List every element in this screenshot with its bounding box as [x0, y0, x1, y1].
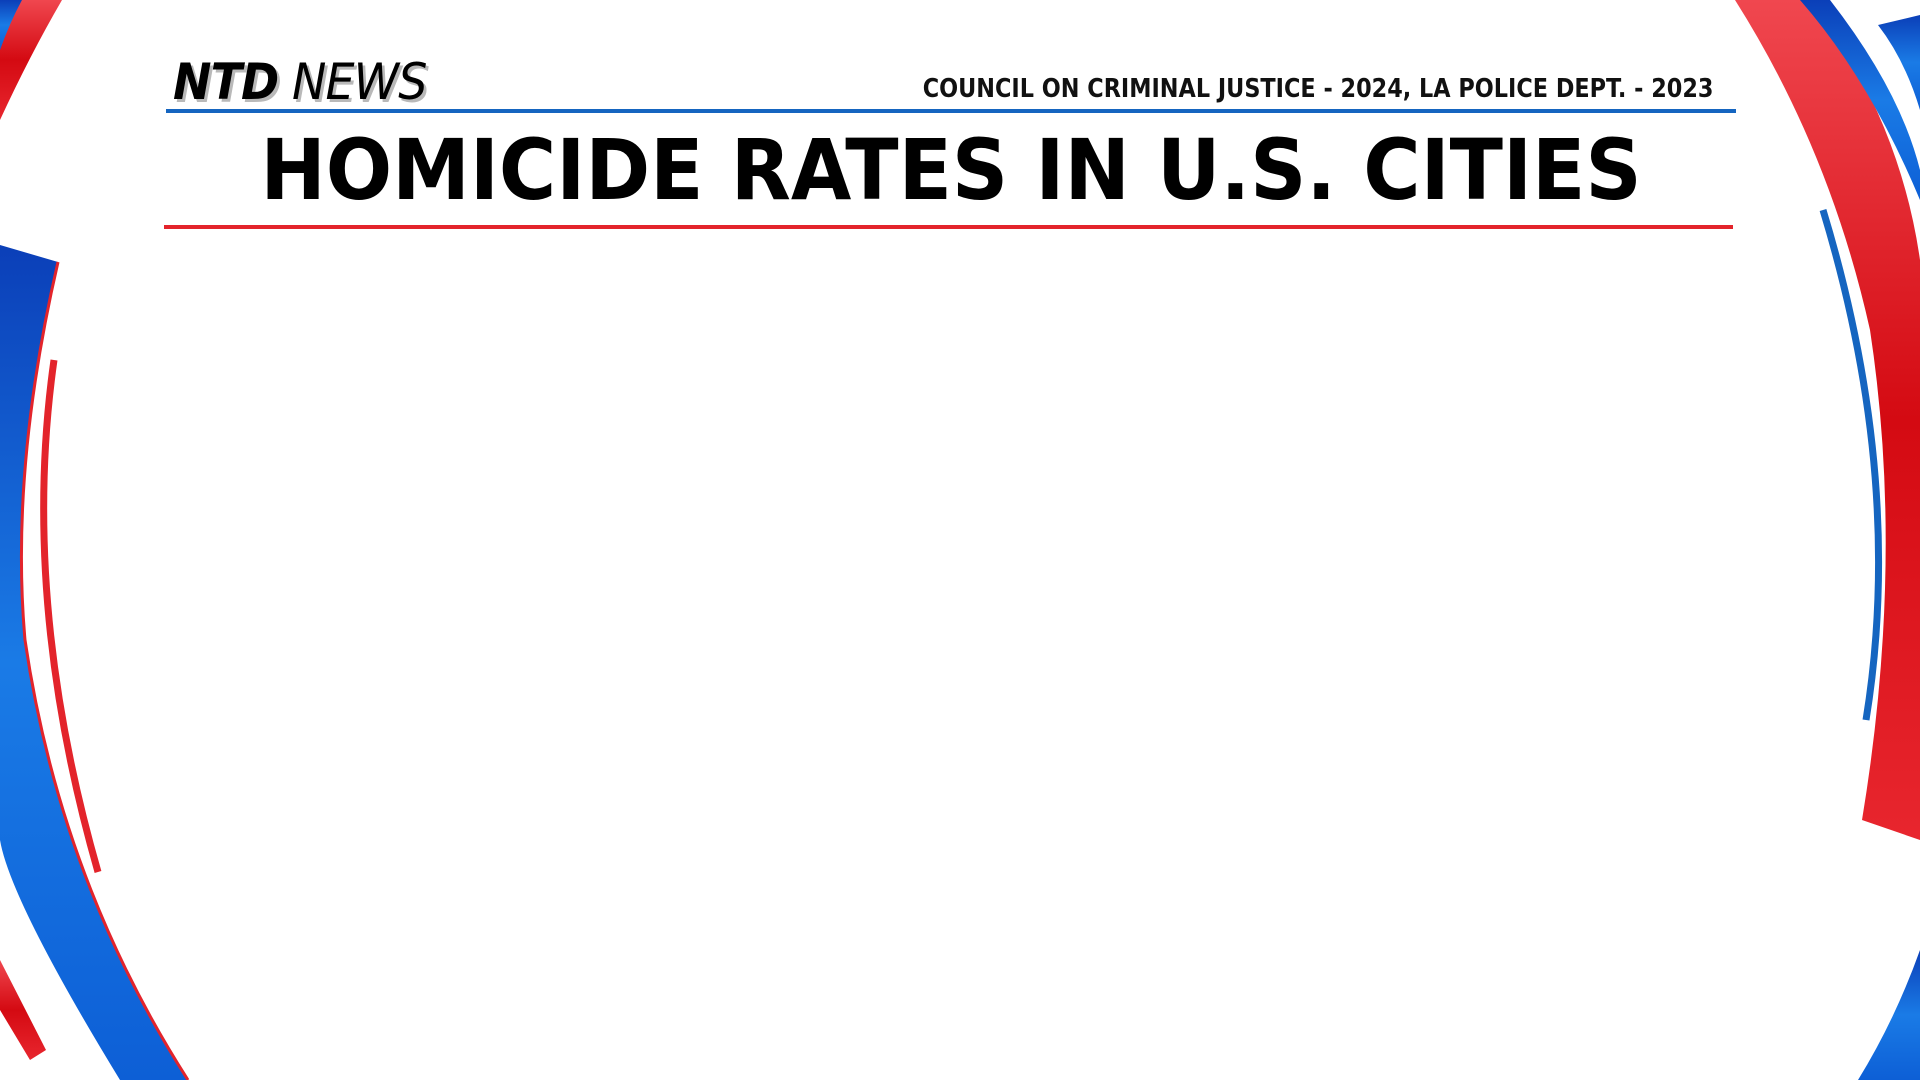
right-top-blue-corner	[1878, 15, 1920, 110]
header-blue-rule	[166, 109, 1736, 113]
left-thin-red-arc	[40, 359, 102, 873]
left-bottom-red-stub	[0, 960, 46, 1060]
logo-news-text: NEWS	[292, 53, 427, 111]
logo-ntd-text: NTD	[173, 53, 279, 111]
page-title: HOMICIDE RATES IN U.S. CITIES	[260, 121, 1642, 219]
ntd-news-logo: NTD NEWS	[173, 52, 427, 112]
left-top-red-arc	[0, 0, 62, 120]
right-top-red-band	[1735, 0, 1920, 840]
right-bottom-blue-stub	[1858, 950, 1920, 1080]
left-blue-band-edge	[19, 261, 190, 1080]
source-citation: COUNCIL ON CRIMINAL JUSTICE - 2024, LA P…	[922, 74, 1713, 104]
left-top-blue-edge	[0, 0, 22, 50]
right-thin-blue-arc	[1819, 208, 1883, 721]
left-blue-band	[0, 245, 188, 1080]
title-red-rule	[164, 225, 1733, 229]
